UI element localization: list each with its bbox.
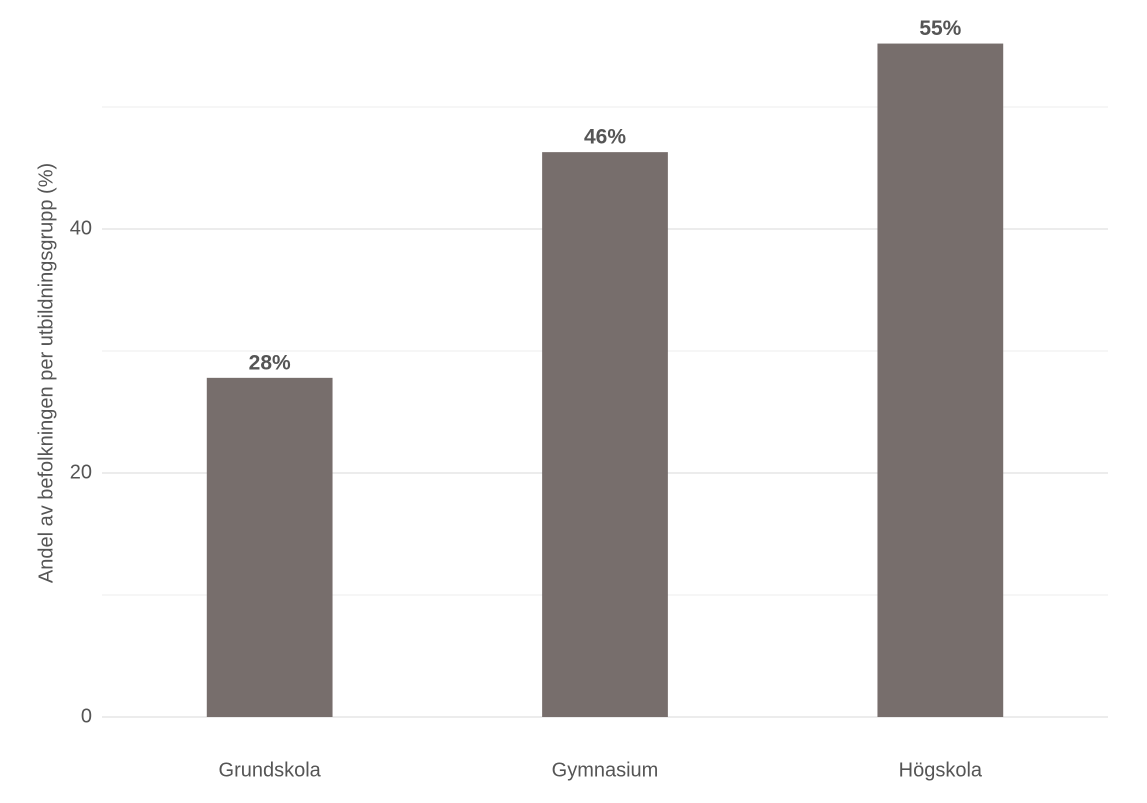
bar	[206, 377, 333, 717]
value-label: 28%	[249, 351, 291, 374]
y-tick-label: 20	[70, 461, 92, 483]
value-label: 55%	[919, 17, 961, 40]
x-tick-label: Högskola	[899, 759, 983, 781]
x-tick-label: Gymnasium	[552, 759, 659, 781]
y-axis-label: Andel av befolkningen per utbildningsgru…	[35, 163, 57, 583]
x-tick-label: Grundskola	[219, 759, 322, 781]
value-label: 46%	[584, 126, 626, 149]
bar	[877, 43, 1004, 718]
y-tick-label: 40	[70, 217, 92, 239]
bar	[542, 152, 668, 717]
y-tick-label: 0	[81, 705, 92, 727]
